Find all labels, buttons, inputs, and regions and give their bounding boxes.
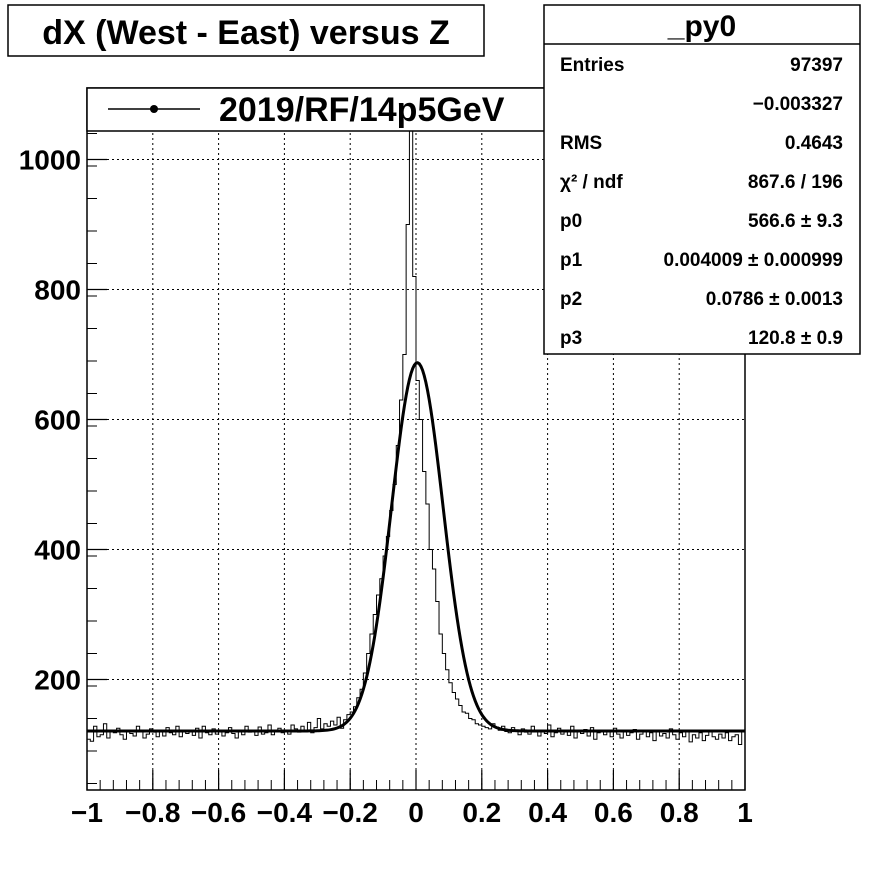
stats-title: _py0 xyxy=(667,10,736,43)
x-tick-label: 1 xyxy=(737,797,753,828)
x-tick-label: −0.8 xyxy=(125,797,180,828)
stat-row-value: 566.6 ± 9.3 xyxy=(748,211,843,232)
title-box: dX (West - East) versus Z xyxy=(7,4,485,57)
x-tick-label: 0.8 xyxy=(660,797,699,828)
x-tick-label: 0.6 xyxy=(594,797,633,828)
x-tick-label: −0.6 xyxy=(191,797,246,828)
fit-curve xyxy=(87,361,745,733)
x-tick-label: −0.2 xyxy=(323,797,378,828)
stat-row-value: 97397 xyxy=(790,55,843,76)
stat-row-label: p2 xyxy=(560,289,582,310)
stat-row-value: 0.0786 ± 0.0013 xyxy=(706,289,843,310)
stat-row-label: Entries xyxy=(560,55,624,76)
legend: 2019/RF/14p5GeV xyxy=(86,87,615,132)
x-tick-label: 0.2 xyxy=(462,797,501,828)
chart-title: dX (West - East) versus Z xyxy=(42,14,450,52)
stat-row-value: 120.8 ± 0.9 xyxy=(748,328,843,349)
y-ticks: 200 400 600 800 1000 xyxy=(19,100,107,784)
legend-point-marker xyxy=(150,105,158,113)
stat-row-value: −0.003327 xyxy=(753,94,843,115)
y-tick-label: 1000 xyxy=(19,145,81,176)
stat-row-label: p0 xyxy=(560,211,582,232)
x-tick-label: −0.4 xyxy=(257,797,313,828)
y-tick-label: 200 xyxy=(34,665,81,696)
stat-row-label: p3 xyxy=(560,328,582,349)
stat-row-label: χ² / ndf xyxy=(560,172,623,193)
stat-row-value: 0.004009 ± 0.000999 xyxy=(664,250,843,271)
x-tick-label: 0 xyxy=(408,797,424,828)
y-tick-label: 600 xyxy=(34,405,81,436)
y-tick-label: 800 xyxy=(34,275,81,306)
x-ticks: −1 −0.8 −0.6 −0.4 −0.2 0 0.2 0.4 0.6 0.8 1 xyxy=(71,770,753,828)
stat-row-label: RMS xyxy=(560,133,602,154)
legend-entry-label: 2019/RF/14p5GeV xyxy=(219,91,505,129)
stat-row-label: p1 xyxy=(560,250,583,271)
x-tick-label: −1 xyxy=(71,797,103,828)
fit-series xyxy=(87,361,745,733)
stat-row-value: 867.6 / 196 xyxy=(748,172,843,193)
grid xyxy=(87,88,745,790)
y-tick-label: 400 xyxy=(34,535,81,566)
stat-row-value: 0.4643 xyxy=(785,133,843,154)
stats-box: _py0 Entries 97397 −0.003327 RMS 0.4643 χ² / … xyxy=(543,4,861,355)
x-tick-label: 0.4 xyxy=(528,797,567,828)
